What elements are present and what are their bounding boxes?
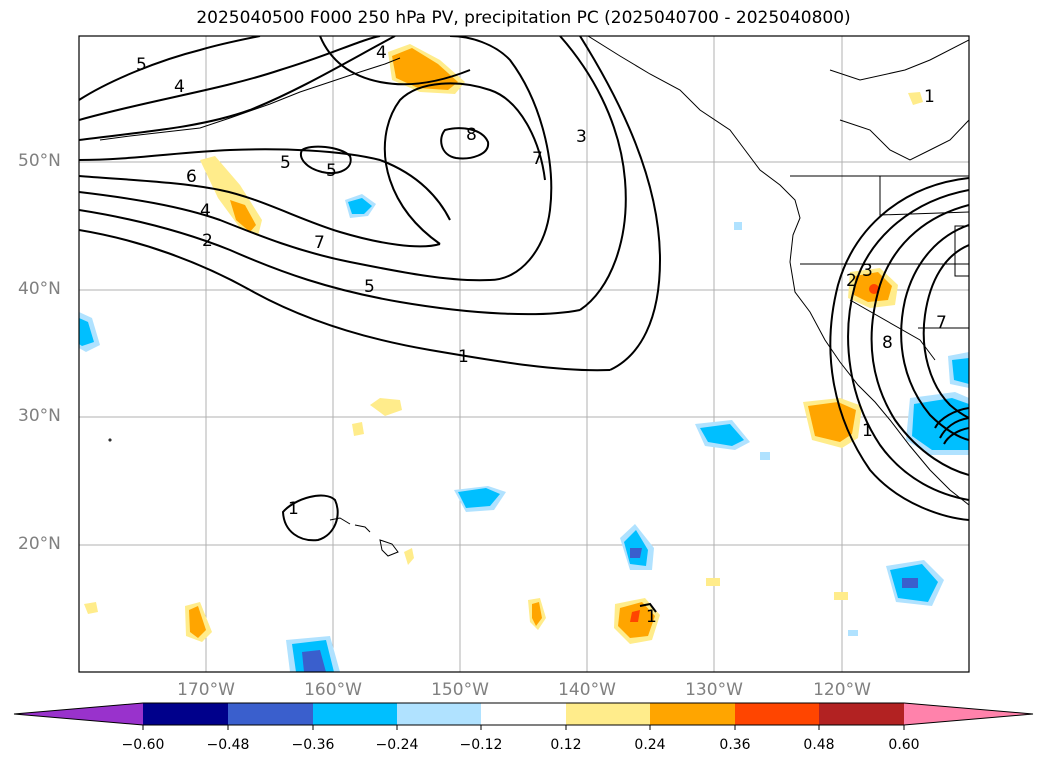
lon-label-160w: 160°W	[304, 680, 362, 700]
contour-label: 5	[364, 277, 375, 297]
lat-label-40n: 40°N	[18, 279, 61, 299]
colorbar-segment	[566, 703, 650, 725]
colorbar-tick: −0.60	[121, 737, 165, 753]
lon-label-150w: 150°W	[431, 680, 489, 700]
contour-label: 2	[846, 271, 857, 291]
lon-label-130w: 130°W	[685, 680, 743, 700]
contour-label: 5	[136, 55, 147, 75]
lon-label-170w: 170°W	[177, 680, 235, 700]
colorbar-segment	[481, 703, 566, 725]
lat-label-20n: 20°N	[18, 534, 61, 554]
colorbar-tick: 0.48	[803, 737, 835, 753]
contour-label: 7	[314, 233, 325, 253]
map-title: 2025040500 F000 250 hPa PV, precipitatio…	[196, 8, 851, 28]
colorbar-segment	[228, 703, 313, 725]
colorbar-tick: 0.60	[888, 737, 920, 753]
contour-label: 8	[882, 333, 893, 353]
lat-label-50n: 50°N	[18, 151, 61, 171]
colorbar-tick: −0.12	[459, 737, 503, 753]
colorbar-tick: 0.24	[634, 737, 666, 753]
precip-positive-areas	[84, 44, 923, 644]
contour-label: 2	[202, 231, 213, 251]
contour-label: 1	[458, 347, 469, 367]
contour-label: 5	[326, 161, 337, 181]
contour-label: 7	[532, 149, 543, 169]
colorbar-segment	[397, 703, 481, 725]
colorbar-segment	[735, 703, 819, 725]
contour-label: 1	[862, 421, 873, 441]
colorbar-extend-high	[904, 703, 1033, 725]
contour-label: 4	[376, 43, 387, 63]
colorbar-segment	[313, 703, 397, 725]
contour-label: 7	[936, 313, 947, 333]
colorbar	[13, 702, 1034, 730]
colorbar-segment	[143, 703, 228, 725]
lat-label-30n: 30°N	[18, 406, 61, 426]
colorbar-segment	[819, 703, 904, 725]
pv-contours	[79, 36, 969, 613]
contour-label: 5	[280, 153, 291, 173]
colorbar-tick: 0.36	[719, 737, 751, 753]
contour-label: 8	[466, 125, 477, 145]
contour-label: 1	[646, 607, 657, 627]
colorbar-segment	[650, 703, 735, 725]
contour-label: 3	[862, 261, 873, 281]
colorbar-tick: 0.12	[550, 737, 582, 753]
lon-label-140w: 140°W	[558, 680, 616, 700]
colorbar-tick: −0.36	[291, 737, 335, 753]
colorbar-extend-low	[14, 703, 143, 725]
colorbar-tick: −0.24	[375, 737, 419, 753]
contour-label: 3	[576, 127, 587, 147]
plot-area	[79, 36, 969, 672]
contour-labels: 5 4 4 5 5 8 3 7 6 4 2 7 5 1 1 1 2 3 7 8 …	[136, 43, 947, 627]
contour-label: 1	[288, 499, 299, 519]
contour-label: 6	[186, 167, 197, 187]
contour-label: 1	[924, 87, 935, 107]
contour-label: 4	[200, 201, 211, 221]
colorbar-tick: −0.48	[206, 737, 250, 753]
lon-label-120w: 120°W	[813, 680, 871, 700]
contour-label: 4	[174, 77, 185, 97]
plot-frame	[78, 35, 970, 673]
